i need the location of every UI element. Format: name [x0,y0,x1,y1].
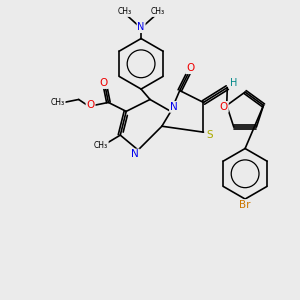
Text: H: H [230,78,237,88]
Text: CH₃: CH₃ [150,7,164,16]
Text: O: O [220,102,228,112]
Text: CH₃: CH₃ [118,7,132,16]
Text: CH₃: CH₃ [94,141,108,150]
Text: O: O [186,63,194,73]
Text: N: N [170,102,178,112]
Text: N: N [131,149,139,160]
Text: CH₃: CH₃ [51,98,65,107]
Text: S: S [206,130,213,140]
Text: Br: Br [239,200,251,210]
Text: O: O [100,78,108,88]
Text: O: O [86,100,95,110]
Text: N: N [137,22,145,32]
